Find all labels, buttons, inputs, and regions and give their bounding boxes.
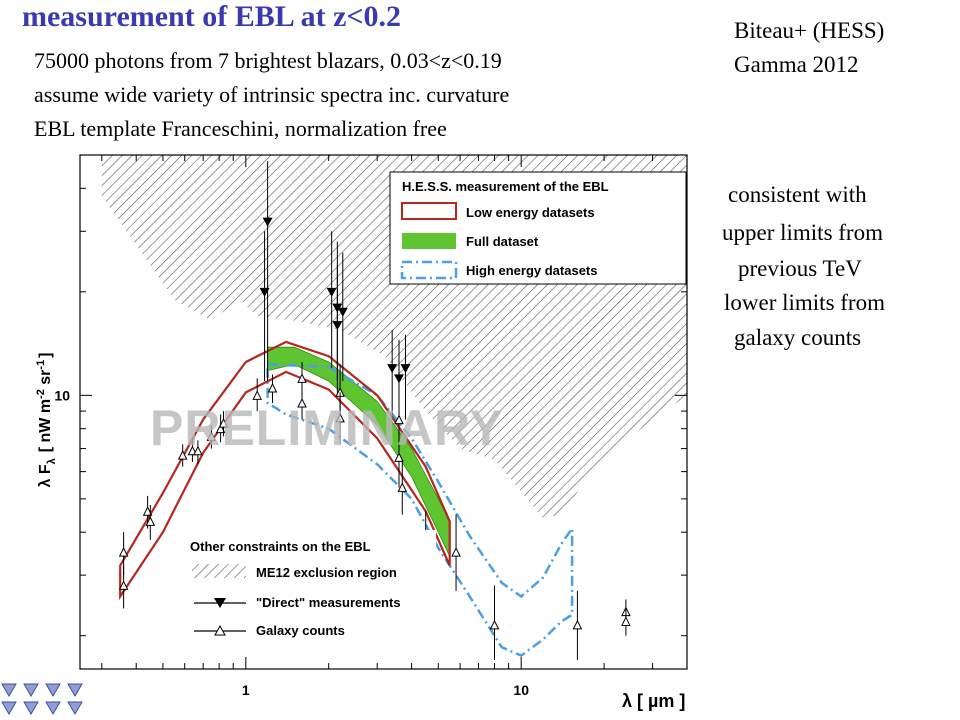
legend-direct-marker [214, 598, 226, 608]
x-tick-label: 10 [513, 682, 529, 698]
galaxy-count-point [118, 580, 129, 590]
subtitle-line-2: assume wide variety of intrinsic spectra… [34, 82, 510, 107]
plot-frame [79, 154, 688, 670]
galaxy-count-point [218, 418, 229, 428]
legend-direct-label: "Direct" measurements [256, 595, 401, 610]
subtitle-line-1: 75000 photons from 7 brightest blazars, … [34, 48, 502, 73]
direct-measurement-point [262, 217, 273, 227]
legend-high-energy-label: High energy datasets [466, 263, 598, 278]
low-energy-contour [119, 340, 451, 601]
direct-measurement-point [337, 307, 348, 317]
reference-line-2: Gamma 2012 [734, 52, 859, 77]
preliminary-watermark: PRELIMINARY [150, 400, 504, 456]
galaxy-count-point [215, 423, 226, 434]
legend-full-swatch [402, 233, 456, 249]
galaxy-count-point [572, 619, 583, 630]
legend-full-label: Full dataset [466, 234, 539, 249]
side-note-3: previous TeV [738, 256, 862, 281]
legend-bottom: Other constraints on the EBL ME12 exclus… [186, 530, 436, 650]
legend-exclusion-label: ME12 exclusion region [256, 565, 397, 580]
y-tick-label: 10 [54, 387, 70, 403]
legend-bottom-title: Other constraints on the EBL [190, 539, 371, 554]
svg-text:λ Fλ[ nW m-2 sr-1]: λ Fλ[ nW m-2 sr-1] [35, 352, 58, 487]
legend-exclusion-swatch [192, 564, 246, 578]
high-energy-contour [266, 363, 574, 658]
x-tick-label: 1 [242, 682, 250, 698]
galaxy-count-point [118, 546, 129, 557]
hess-logo [1, 683, 83, 715]
reference-line-1: Biteau+ (HESS) [734, 18, 885, 43]
legend-top-title: H.E.S.S. measurement of the EBL [402, 179, 609, 194]
galaxy-count-point [297, 373, 307, 383]
galaxy-count-point [267, 382, 278, 393]
legend-low-energy-swatch [401, 202, 457, 220]
direct-measurement-point [259, 287, 270, 297]
legend-low-energy-label: Low energy datasets [466, 205, 595, 220]
galaxy-count-point [489, 619, 500, 630]
side-note-4: lower limits from [724, 290, 885, 315]
legend-galaxy-label: Galaxy counts [256, 623, 345, 638]
legend-top: H.E.S.S. measurement of the EBL Low ener… [389, 171, 687, 285]
galaxy-count-point [252, 390, 263, 400]
legend-high-energy-swatch [400, 260, 458, 280]
side-note-2: upper limits from [722, 220, 883, 245]
galaxy-count-point [297, 397, 307, 408]
galaxy-count-point [397, 482, 408, 492]
side-note-1: consistent with [728, 182, 867, 207]
side-note-5: galaxy counts [734, 325, 862, 350]
galaxy-count-point [177, 450, 188, 460]
galaxy-count-point [335, 412, 345, 423]
slide-title: measurement of EBL at z<0.2 [22, 0, 401, 33]
galaxy-count-point [621, 616, 631, 626]
x-axis-label: λ [ µm ] [622, 691, 685, 711]
subtitle-line-3: EBL template Franceschini, normalization… [34, 116, 447, 141]
direct-measurement-point [394, 374, 405, 384]
legend-galaxy-marker [214, 624, 226, 636]
direct-measurement-point [400, 364, 411, 374]
galaxy-count-point [145, 516, 156, 526]
galaxy-count-point [142, 506, 153, 516]
galaxy-count-point [394, 414, 404, 425]
direct-measurement-point [332, 321, 343, 331]
galaxy-count-point [193, 445, 203, 456]
y-axis-label: λ Fλ[ nW m-2 sr-1] [35, 352, 58, 487]
galaxy-count-point [206, 431, 217, 441]
direct-measurement-point [387, 364, 398, 374]
galaxy-count-point [394, 452, 404, 462]
galaxy-count-point [451, 546, 461, 557]
direct-measurement-point [326, 287, 337, 297]
